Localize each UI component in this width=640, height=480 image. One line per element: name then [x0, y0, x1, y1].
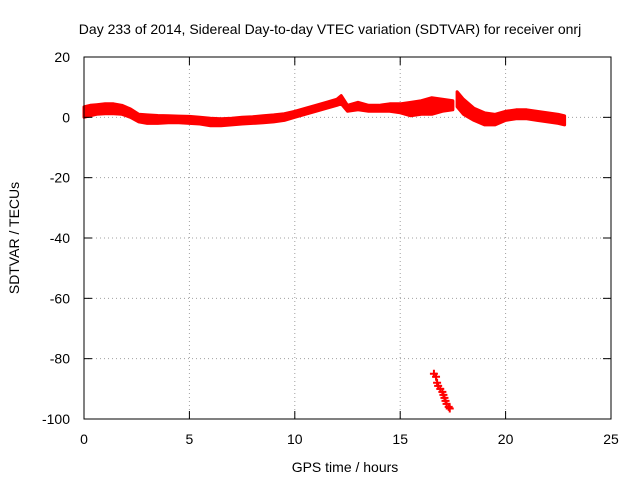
data-point — [445, 404, 454, 413]
data-point — [432, 372, 441, 381]
y-tick-label: -40 — [50, 230, 70, 246]
x-tick-label: 15 — [392, 431, 408, 447]
axis-ticks — [83, 56, 612, 420]
x-axis-label: GPS time / hours — [292, 459, 399, 475]
x-tick-label: 20 — [498, 431, 514, 447]
y-tick-label: -100 — [42, 411, 70, 427]
x-tick-label: 25 — [603, 431, 619, 447]
y-tick-label: -80 — [50, 351, 70, 367]
data-point — [444, 402, 453, 411]
data-band — [455, 90, 567, 127]
x-tick-label: 0 — [80, 431, 88, 447]
y-tick-label: -20 — [50, 170, 70, 186]
data-band — [82, 94, 455, 128]
x-tick-label: 5 — [186, 431, 194, 447]
y-tick-labels: -100 -80 -60 -40 -20 0 20 — [42, 49, 70, 427]
y-axis-label: SDTVAR / TECUs — [6, 182, 22, 294]
y-tick-label: 20 — [54, 49, 70, 65]
x-tick-labels: 0 5 10 15 20 25 — [80, 431, 619, 447]
x-tick-label: 10 — [287, 431, 303, 447]
chart-title: Day 233 of 2014, Sidereal Day-to-day VTE… — [79, 21, 581, 37]
y-tick-label: 0 — [62, 109, 70, 125]
y-tick-label: -60 — [50, 290, 70, 306]
data-series — [82, 90, 567, 413]
